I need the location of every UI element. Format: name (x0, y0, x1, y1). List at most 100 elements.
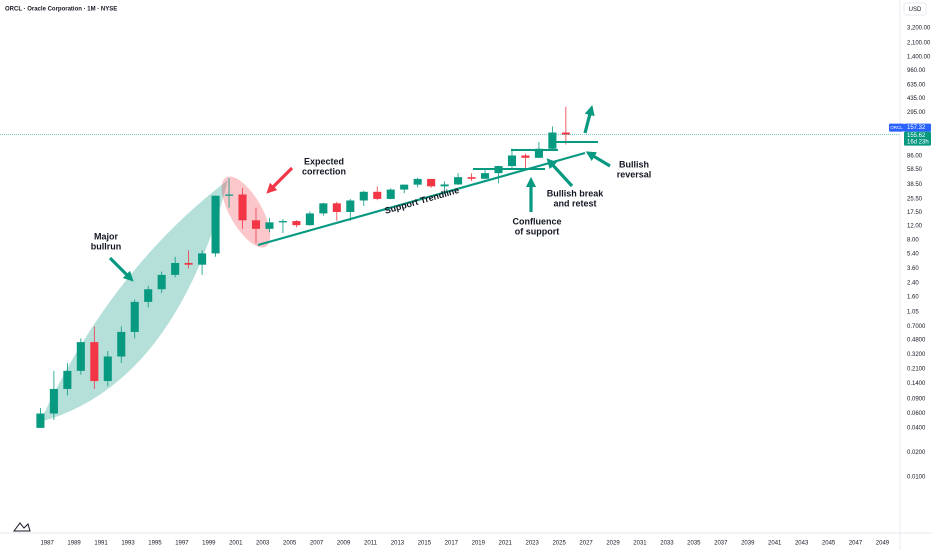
x-tick-label: 2033 (660, 541, 674, 547)
candle-body (103, 356, 112, 382)
x-tick-label: 2029 (606, 541, 620, 547)
arrows (108, 105, 611, 282)
candle-body (211, 195, 220, 254)
candle-body (534, 148, 543, 158)
x-tick-label: 2019 (472, 541, 486, 547)
candle-body (521, 155, 530, 158)
candle-body (184, 262, 193, 265)
candle-body (63, 370, 72, 389)
currency: USD (909, 7, 922, 13)
price-tag: 157.32 (907, 125, 926, 131)
x-tick-label: 1987 (40, 541, 54, 547)
y-tick-label: 0.4800 (907, 337, 926, 343)
currency-box[interactable] (903, 2, 927, 16)
x-tick-label: 2047 (849, 541, 863, 547)
symbol-tag-box (889, 123, 904, 132)
x-tick-label: 2039 (741, 541, 755, 547)
bullrun-zone (40, 180, 228, 422)
candle-body (373, 191, 382, 199)
y-tick-label: 0.0900 (907, 397, 926, 403)
x-tick-label: 2007 (310, 541, 324, 547)
candle-body (480, 173, 490, 179)
x-tick-label: 2025 (552, 541, 566, 547)
x-tick-label: 2035 (687, 541, 701, 547)
x-tick-label: 2021 (499, 541, 513, 547)
candle-body (359, 191, 368, 201)
x-tick-label: 1997 (175, 541, 189, 547)
annotation: and retest (553, 198, 596, 208)
candle-body (90, 342, 99, 382)
annotation: Confluence (512, 216, 561, 226)
candle-body (319, 203, 328, 214)
x-tick-label: 2041 (768, 541, 782, 547)
y-tick-label: 1.05 (907, 310, 919, 316)
y-tick-label: 0.0200 (907, 450, 926, 456)
y-tick-label: 8.00 (907, 238, 919, 244)
candle-body (198, 253, 207, 265)
x-tick-label: 2003 (256, 541, 270, 547)
x-tick-label: 2009 (337, 541, 351, 547)
x-tick-label: 2011 (364, 541, 378, 547)
symbol-tag: ORCL (890, 125, 903, 130)
y-tick-label: 17.50 (907, 210, 923, 216)
candle-body (440, 184, 449, 187)
x-tick-label: 2027 (579, 541, 593, 547)
annotation: Bullish (619, 159, 649, 169)
logo (13, 522, 31, 532)
countdown: 16d 23h (907, 140, 929, 146)
annotation: Expected (304, 156, 344, 166)
arrow (546, 158, 574, 188)
y-tick-label: 635.00 (907, 83, 926, 89)
candle-body (305, 213, 314, 226)
candle-body (467, 177, 476, 179)
y-tick-label: 86.00 (907, 154, 923, 160)
candle-body (117, 331, 126, 357)
y-tick-label: 5.40 (907, 252, 919, 258)
candle-body (400, 184, 409, 190)
candle-body (36, 413, 45, 428)
y-tick-label: 0.0600 (907, 411, 926, 417)
annotation: Major (94, 231, 119, 241)
x-tick-label: 2017 (445, 541, 459, 547)
candle-body (265, 222, 274, 229)
y-tick-label: 2,100.00 (907, 40, 931, 46)
candle-body (386, 189, 395, 199)
x-tick-label: 2015 (418, 541, 432, 547)
y-tick-label: 0.1400 (907, 381, 926, 387)
y-tick-label: 0.7000 (907, 324, 926, 330)
y-tick-label: 3.60 (907, 266, 919, 272)
y-tick-label: 295.00 (907, 110, 926, 116)
annotation: bullrun (91, 241, 122, 251)
x-tick-label: 2005 (283, 541, 297, 547)
y-tick-label: 12.00 (907, 223, 923, 229)
y-tick-label: 2.40 (907, 280, 919, 286)
candle-body (548, 132, 557, 149)
chart-title: ORCL · Oracle Corporation · 1M · NYSE (5, 7, 117, 13)
candle-body (76, 342, 85, 371)
x-tick-label: 2043 (795, 541, 809, 547)
candle-body (507, 155, 517, 167)
annotation: of support (515, 226, 560, 236)
candle-body (561, 132, 570, 135)
x-tick-label: 2023 (526, 541, 540, 547)
arrow (583, 105, 595, 134)
y-tick-label: 1.60 (907, 295, 919, 301)
candle-body (251, 220, 261, 229)
x-tick-label: 1993 (121, 541, 135, 547)
price-tag-box (904, 123, 931, 132)
candle-body (454, 177, 463, 185)
y-tick-label: 3,200.00 (907, 25, 931, 31)
candle-body (292, 221, 301, 226)
x-tick-label: 2049 (876, 541, 890, 547)
x-tick-label: 2013 (391, 541, 405, 547)
candle-body (49, 388, 58, 414)
x-tick-label: 2001 (229, 541, 243, 547)
x-tick-label: 1995 (148, 541, 162, 547)
candle-body (225, 194, 234, 196)
candle-body (278, 221, 287, 223)
x-tick-label: 2045 (822, 541, 836, 547)
prepost-box (904, 131, 931, 146)
prepost-price: 155.62 (907, 133, 926, 139)
y-tick-label: 0.2100 (907, 367, 926, 373)
